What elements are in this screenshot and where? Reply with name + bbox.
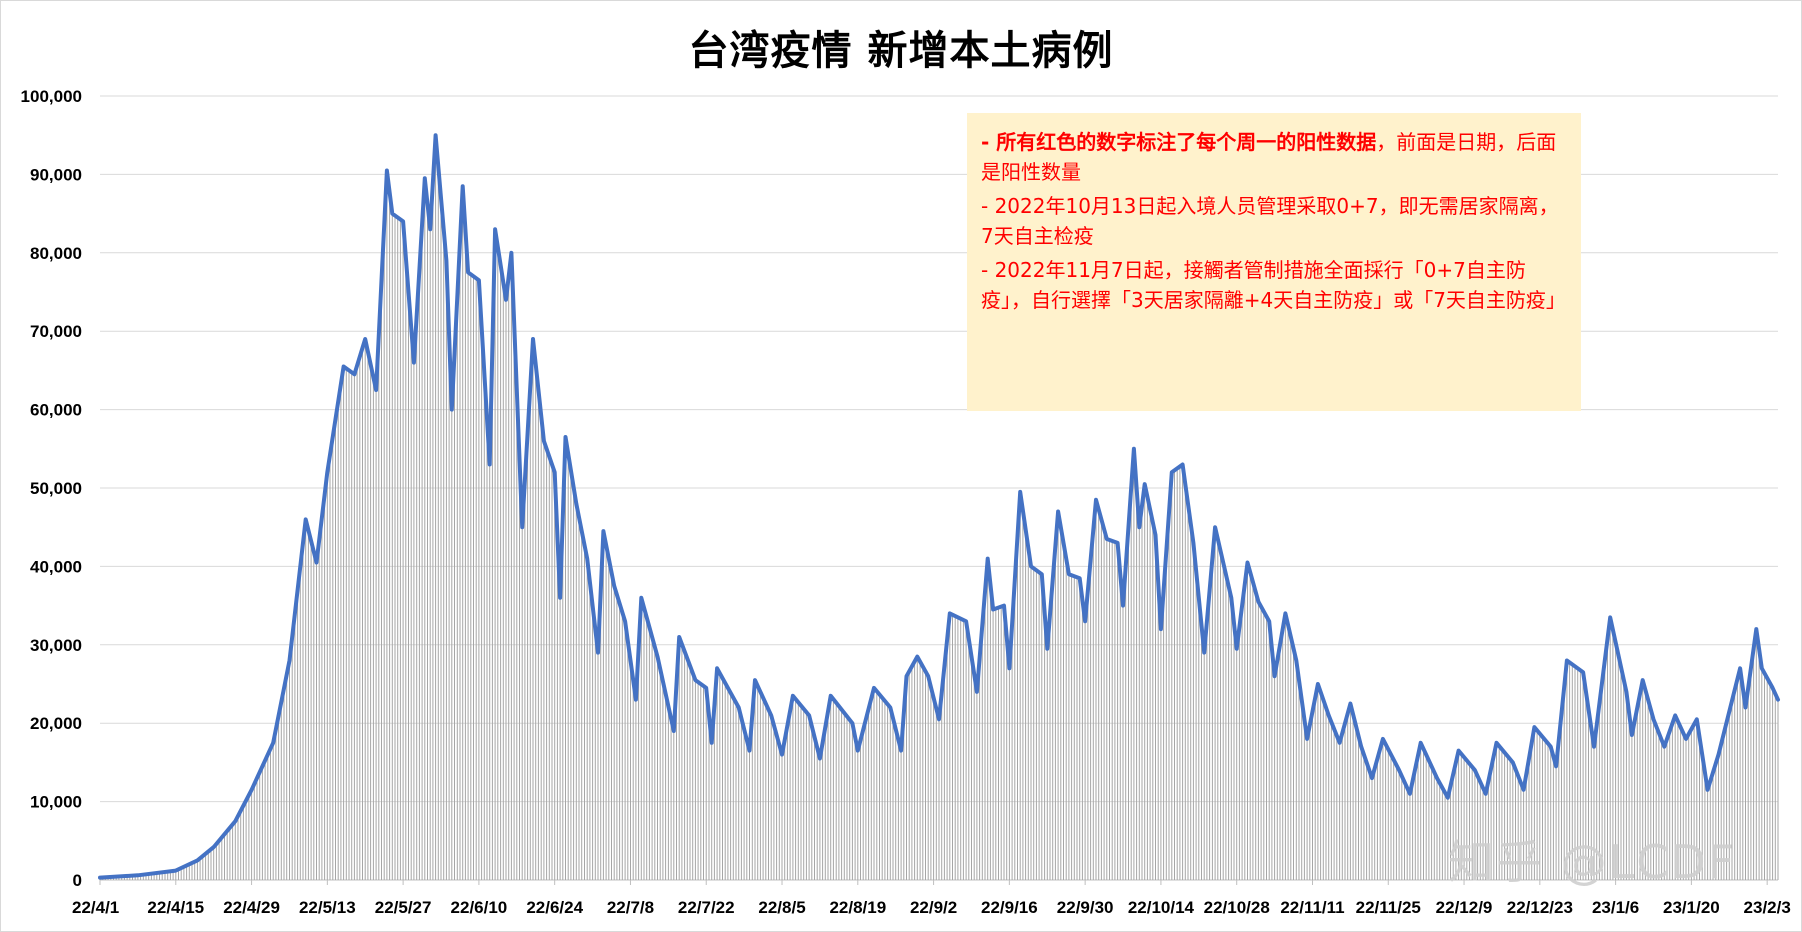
- note-1-rest: ，前面是日期，后面是阳性数量: [981, 130, 1557, 184]
- chart-title: 台湾疫情 新增本土病例: [688, 28, 1114, 74]
- x-tick-label: 22/12/9: [1436, 898, 1493, 917]
- x-tick-label: 22/4/29: [223, 898, 280, 917]
- note-2-text: - 2022年10月13日起入境人员管理采取0+7，即无需居家隔离，7天自主检疫: [981, 194, 1559, 248]
- x-tick-label: 22/11/25: [1356, 898, 1421, 917]
- y-tick-label: 80,000: [30, 244, 82, 263]
- x-axis-ticks: 22/4/1 22/4/15 22/4/29 22/5/13 22/5/27 22/6/1…: [72, 880, 1791, 917]
- y-tick-label: 100,000: [21, 87, 82, 106]
- x-tick-label: 23/2/3: [1744, 898, 1791, 917]
- x-tick-label: 22/11/11: [1280, 898, 1344, 917]
- y-axis-ticks: 0 10,000 20,000 30,000 40,000 50,000 60,000 70,…: [21, 87, 82, 890]
- y-tick-label: 10,000: [30, 793, 82, 812]
- x-tick-label: 22/4/15: [147, 898, 204, 917]
- x-tick-label: 22/7/8: [607, 898, 654, 917]
- grid-layer: [100, 95, 1778, 881]
- y-tick-label: 50,000: [30, 479, 82, 498]
- note-3: - 2022年11月7日起，接觸者管制措施全面採行「0+7自主防疫」，自行選擇「…: [981, 255, 1567, 315]
- x-tick-label: 22/9/2: [910, 898, 957, 917]
- x-tick-label: 23/1/20: [1663, 898, 1720, 917]
- x-tick-label: 22/9/30: [1057, 898, 1114, 917]
- y-tick-label: 0: [73, 871, 82, 890]
- x-tick-label: 22/7/22: [678, 898, 735, 917]
- note-1: - 所有红色的数字标注了每个周一的阳性数据，前面是日期，后面是阳性数量: [981, 127, 1567, 187]
- note-1-bold: - 所有红色的数字标注了每个周一的阳性数据: [981, 130, 1377, 154]
- x-tick-label: 23/1/6: [1592, 898, 1639, 917]
- x-tick-label: 22/5/27: [375, 898, 432, 917]
- note-3-text: - 2022年11月7日起，接觸者管制措施全面採行「0+7自主防疫」，自行選擇「…: [981, 258, 1566, 312]
- watermark: 知乎 @LCDF: [1448, 835, 1737, 889]
- series-line: [98, 133, 1780, 880]
- y-tick-label: 20,000: [30, 714, 82, 733]
- x-tick-label: 22/9/16: [981, 898, 1038, 917]
- y-tick-label: 90,000: [30, 165, 82, 184]
- y-tick-label: 40,000: [30, 557, 82, 576]
- x-tick-label: 22/10/28: [1204, 898, 1270, 917]
- y-tick-label: 60,000: [30, 401, 82, 420]
- x-tick-label: 22/6/10: [451, 898, 508, 917]
- y-tick-label: 70,000: [30, 322, 82, 341]
- annotation-box: - 所有红色的数字标注了每个周一的阳性数据，前面是日期，后面是阳性数量 - 20…: [967, 113, 1581, 411]
- note-2: - 2022年10月13日起入境人员管理采取0+7，即无需居家隔离，7天自主检疫: [981, 191, 1567, 251]
- x-tick-label: 22/6/24: [526, 898, 583, 917]
- x-tick-label: 22/4/1: [72, 898, 119, 917]
- x-tick-label: 22/8/19: [829, 898, 886, 917]
- x-tick-label: 22/5/13: [299, 898, 356, 917]
- x-tick-label: 22/10/14: [1128, 898, 1195, 917]
- fill-hatch-layer: [99, 135, 1779, 880]
- x-tick-label: 22/12/23: [1507, 898, 1573, 917]
- x-tick-label: 22/8/5: [758, 898, 805, 917]
- y-tick-label: 30,000: [30, 636, 82, 655]
- line-layer: [98, 133, 1780, 880]
